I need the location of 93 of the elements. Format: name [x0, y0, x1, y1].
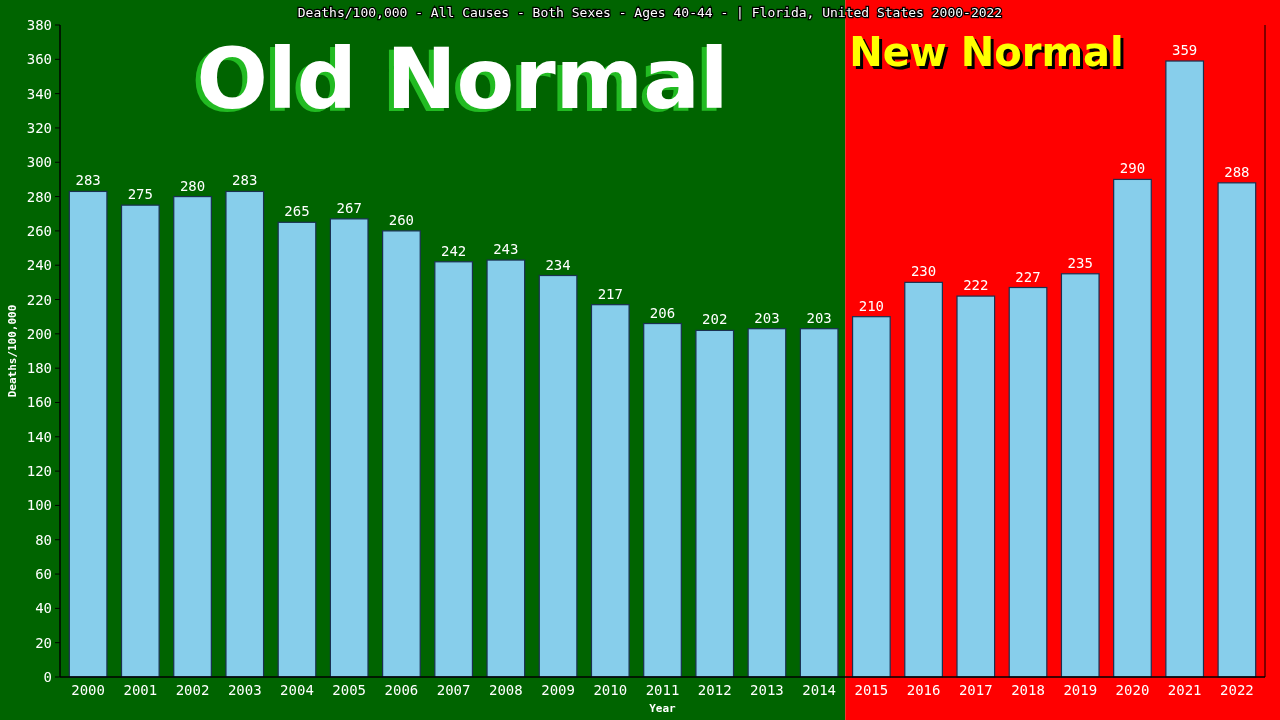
- bar: [643, 322, 682, 678]
- y-tick-label: 120: [26, 463, 52, 480]
- bar: [747, 328, 787, 678]
- y-tick-label: 80: [35, 531, 52, 548]
- x-tick-label: 2018: [1011, 682, 1045, 698]
- bar: [434, 261, 474, 678]
- bar: [486, 259, 526, 678]
- x-tick-label: 2019: [1063, 682, 1098, 698]
- data-label: 217: [597, 285, 623, 302]
- data-label: 202: [702, 311, 728, 328]
- bar: [173, 195, 212, 678]
- x-tick-label: 2011: [645, 682, 680, 698]
- bar: [1165, 60, 1205, 678]
- bar: [904, 281, 943, 678]
- x-tick-label: 2001: [123, 682, 158, 698]
- data-label: 210: [858, 297, 885, 314]
- x-tick-label: 2021: [1167, 682, 1202, 698]
- x-tick-label: 2022: [1220, 682, 1254, 698]
- y-tick-label: 280: [26, 188, 52, 205]
- data-label: 267: [336, 199, 362, 216]
- x-tick-label: 2009: [541, 682, 575, 698]
- y-tick-label: 100: [26, 497, 52, 514]
- y-tick-label: 320: [26, 119, 52, 136]
- y-tick-label: 360: [26, 51, 52, 68]
- data-label: 234: [545, 256, 571, 273]
- x-tick-label: 2004: [280, 682, 314, 698]
- x-tick-label: 2012: [697, 682, 732, 698]
- band-label: Old Normal: [196, 30, 729, 128]
- x-tick-label: 2020: [1115, 682, 1150, 698]
- x-tick-label: 2010: [593, 682, 628, 698]
- x-tick-label: 2015: [854, 682, 889, 698]
- data-label: 283: [232, 172, 258, 189]
- data-label: 227: [1015, 268, 1041, 285]
- bar: [1008, 286, 1048, 678]
- data-label: 203: [754, 309, 780, 326]
- data-label: 260: [388, 211, 415, 228]
- bar: [68, 190, 108, 678]
- y-tick-label: 180: [26, 360, 52, 377]
- bar: [277, 221, 317, 678]
- y-tick-label: 240: [26, 257, 52, 274]
- data-label: 280: [179, 177, 206, 194]
- x-tick-label: 2006: [384, 682, 419, 698]
- bar: [695, 329, 735, 678]
- x-tick-label: 2002: [175, 682, 210, 698]
- bar: [120, 204, 160, 678]
- y-tick-label: 20: [35, 634, 52, 651]
- data-label: 288: [1224, 163, 1250, 180]
- x-tick-label: 2000: [71, 682, 105, 698]
- bar: [1217, 182, 1257, 678]
- data-label: 235: [1067, 254, 1093, 271]
- data-label: 222: [963, 277, 989, 294]
- x-tick-label: 2003: [227, 682, 262, 698]
- bar: [851, 316, 891, 678]
- y-tick-label: 200: [26, 325, 52, 342]
- bar: [590, 304, 630, 678]
- data-label: 206: [649, 304, 676, 321]
- x-tick-label: 2014: [802, 682, 837, 698]
- data-label: 359: [1172, 42, 1198, 59]
- data-label: 230: [910, 263, 937, 280]
- y-tick-label: 260: [26, 222, 52, 239]
- x-tick-label: 2016: [906, 682, 941, 698]
- data-label: 242: [440, 242, 467, 259]
- y-tick-label: 40: [35, 600, 52, 617]
- band-label: New Normal: [849, 29, 1124, 75]
- bar: [329, 218, 369, 678]
- bar: [538, 274, 578, 678]
- bar: [1060, 273, 1100, 678]
- data-label: 275: [127, 186, 153, 203]
- x-tick-label: 2008: [488, 682, 523, 698]
- y-tick-label: 60: [35, 566, 52, 583]
- data-label: 290: [1119, 160, 1146, 177]
- y-tick-label: 300: [26, 154, 52, 171]
- data-label: 243: [493, 241, 519, 258]
- y-tick-label: 0: [43, 669, 52, 685]
- bar: [799, 328, 839, 678]
- data-label: 203: [806, 309, 832, 326]
- data-label: 283: [75, 172, 101, 189]
- bar: [382, 230, 421, 678]
- bar: [1113, 178, 1152, 678]
- y-tick-label: 380: [26, 17, 52, 33]
- x-axis-title: Year: [649, 702, 677, 715]
- x-tick-label: 2013: [750, 682, 784, 698]
- data-label: 265: [284, 203, 310, 220]
- x-tick-label: 2017: [958, 682, 993, 698]
- y-tick-label: 340: [26, 85, 52, 102]
- y-axis-title: Deaths/100,000: [6, 304, 19, 398]
- bar: [225, 190, 265, 678]
- x-tick-label: 2005: [332, 682, 367, 698]
- x-tick-label: 2007: [436, 682, 471, 698]
- y-tick-label: 160: [26, 394, 52, 411]
- bar: [956, 295, 996, 678]
- y-tick-label: 220: [26, 291, 52, 308]
- y-tick-label: 140: [26, 428, 52, 445]
